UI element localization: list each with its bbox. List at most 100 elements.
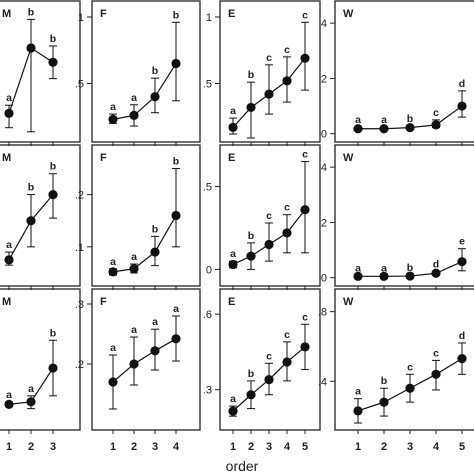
data-point: [48, 190, 58, 200]
panel-label: W: [343, 296, 354, 308]
panel-frame: [334, 0, 474, 143]
series-line: [112, 215, 177, 273]
significance-letter: d: [433, 259, 439, 271]
data-point: [4, 255, 14, 265]
data-point: [431, 268, 441, 278]
significance-letter: b: [50, 33, 56, 45]
panel-label: E: [228, 296, 235, 308]
significance-letter: c: [302, 311, 308, 323]
panel-label: E: [228, 8, 235, 20]
series-line: [112, 338, 177, 383]
data-point: [405, 271, 415, 281]
y-tick-label: 0: [321, 129, 327, 141]
significance-letter: a: [230, 105, 236, 117]
x-tick-label: 1: [6, 441, 12, 453]
significance-letter: a: [173, 303, 179, 315]
data-point: [300, 342, 310, 352]
data-point: [228, 259, 238, 270]
y-tick-label: .1: [75, 242, 84, 254]
significance-letter: a: [28, 383, 34, 395]
panel-frame: [334, 288, 474, 431]
y-tick-label: .6: [203, 309, 212, 321]
x-tick-label: 3: [50, 441, 56, 453]
data-point: [150, 247, 160, 257]
panel-label: M: [2, 296, 11, 308]
series-line: [112, 63, 177, 120]
significance-letter: b: [173, 156, 179, 168]
x-tick-label: 1: [355, 441, 361, 453]
data-point: [26, 216, 36, 226]
y-tick-label: .5: [75, 78, 84, 90]
y-tick-label: 1: [78, 12, 84, 24]
x-tick-label: 3: [266, 441, 272, 453]
y-tick-label: 1: [206, 12, 212, 24]
data-point: [379, 271, 389, 281]
x-axis-label: order: [226, 458, 259, 474]
significance-letter: c: [407, 361, 413, 373]
data-point: [353, 271, 363, 281]
significance-letter: a: [6, 239, 12, 251]
panel-5: Ma b b: [0, 144, 81, 290]
y-tick-label: 4: [321, 18, 327, 30]
y-tick-label: .5: [203, 78, 212, 90]
x-tick-label: 4: [173, 441, 180, 453]
data-point: [108, 267, 118, 277]
data-point: [228, 122, 238, 132]
significance-letter: a: [381, 262, 387, 274]
panel-label: F: [100, 152, 107, 164]
data-point: [457, 354, 467, 364]
significance-letter: b: [407, 113, 413, 125]
significance-letter: b: [248, 69, 254, 81]
panel-9: Ma a b 1 2 3: [0, 288, 81, 453]
x-tick-label: 5: [459, 441, 465, 453]
data-point: [457, 257, 467, 267]
y-tick-label: .4: [318, 376, 327, 388]
panel-label: W: [343, 8, 354, 20]
significance-letter: b: [28, 6, 34, 18]
significance-letter: c: [284, 329, 290, 341]
significance-letter: a: [110, 256, 116, 268]
data-point: [264, 375, 274, 385]
data-point: [353, 406, 363, 416]
significance-letter: c: [266, 52, 272, 64]
significance-letter: a: [6, 389, 12, 401]
x-tick-label: 5: [302, 441, 308, 453]
data-point: [171, 58, 181, 69]
data-point: [246, 251, 256, 261]
panel-frame: [91, 0, 201, 143]
panel-frame: [0, 288, 81, 431]
significance-letter: b: [152, 223, 158, 235]
x-tick-label: 4: [284, 441, 291, 453]
panel-2: F .5 1 a a b b: [75, 0, 201, 146]
significance-letter: b: [28, 182, 34, 194]
panel-12: W .4 .8 a b c c d 1 2 3 4 5: [318, 288, 474, 453]
x-tick-label: 1: [230, 441, 236, 453]
panel-frame: [0, 0, 81, 143]
data-point: [379, 397, 389, 407]
significance-letter: a: [381, 114, 387, 126]
significance-letter: a: [230, 393, 236, 405]
data-point: [48, 57, 58, 67]
x-tick-label: 2: [131, 441, 137, 453]
y-tick-label: 0: [206, 264, 212, 276]
x-tick-label: 2: [248, 441, 254, 453]
significance-letter: c: [433, 347, 439, 359]
panel-frame: [334, 144, 474, 287]
significance-letter: b: [407, 262, 413, 274]
data-point: [48, 363, 58, 373]
x-tick-label: 4: [433, 441, 440, 453]
panel-frame: [0, 144, 81, 287]
panel-label: E: [228, 152, 235, 164]
y-tick-label: .3: [75, 299, 84, 311]
significance-letter: a: [355, 262, 361, 274]
panel-6: F .1 .2 a a b b: [75, 144, 201, 290]
x-tick-label: 3: [152, 441, 158, 453]
significance-letter: a: [131, 92, 137, 104]
significance-letter: d: [459, 330, 465, 342]
significance-letter: a: [110, 101, 116, 113]
panel-1: Ma b b: [0, 0, 81, 146]
data-point: [171, 210, 181, 221]
